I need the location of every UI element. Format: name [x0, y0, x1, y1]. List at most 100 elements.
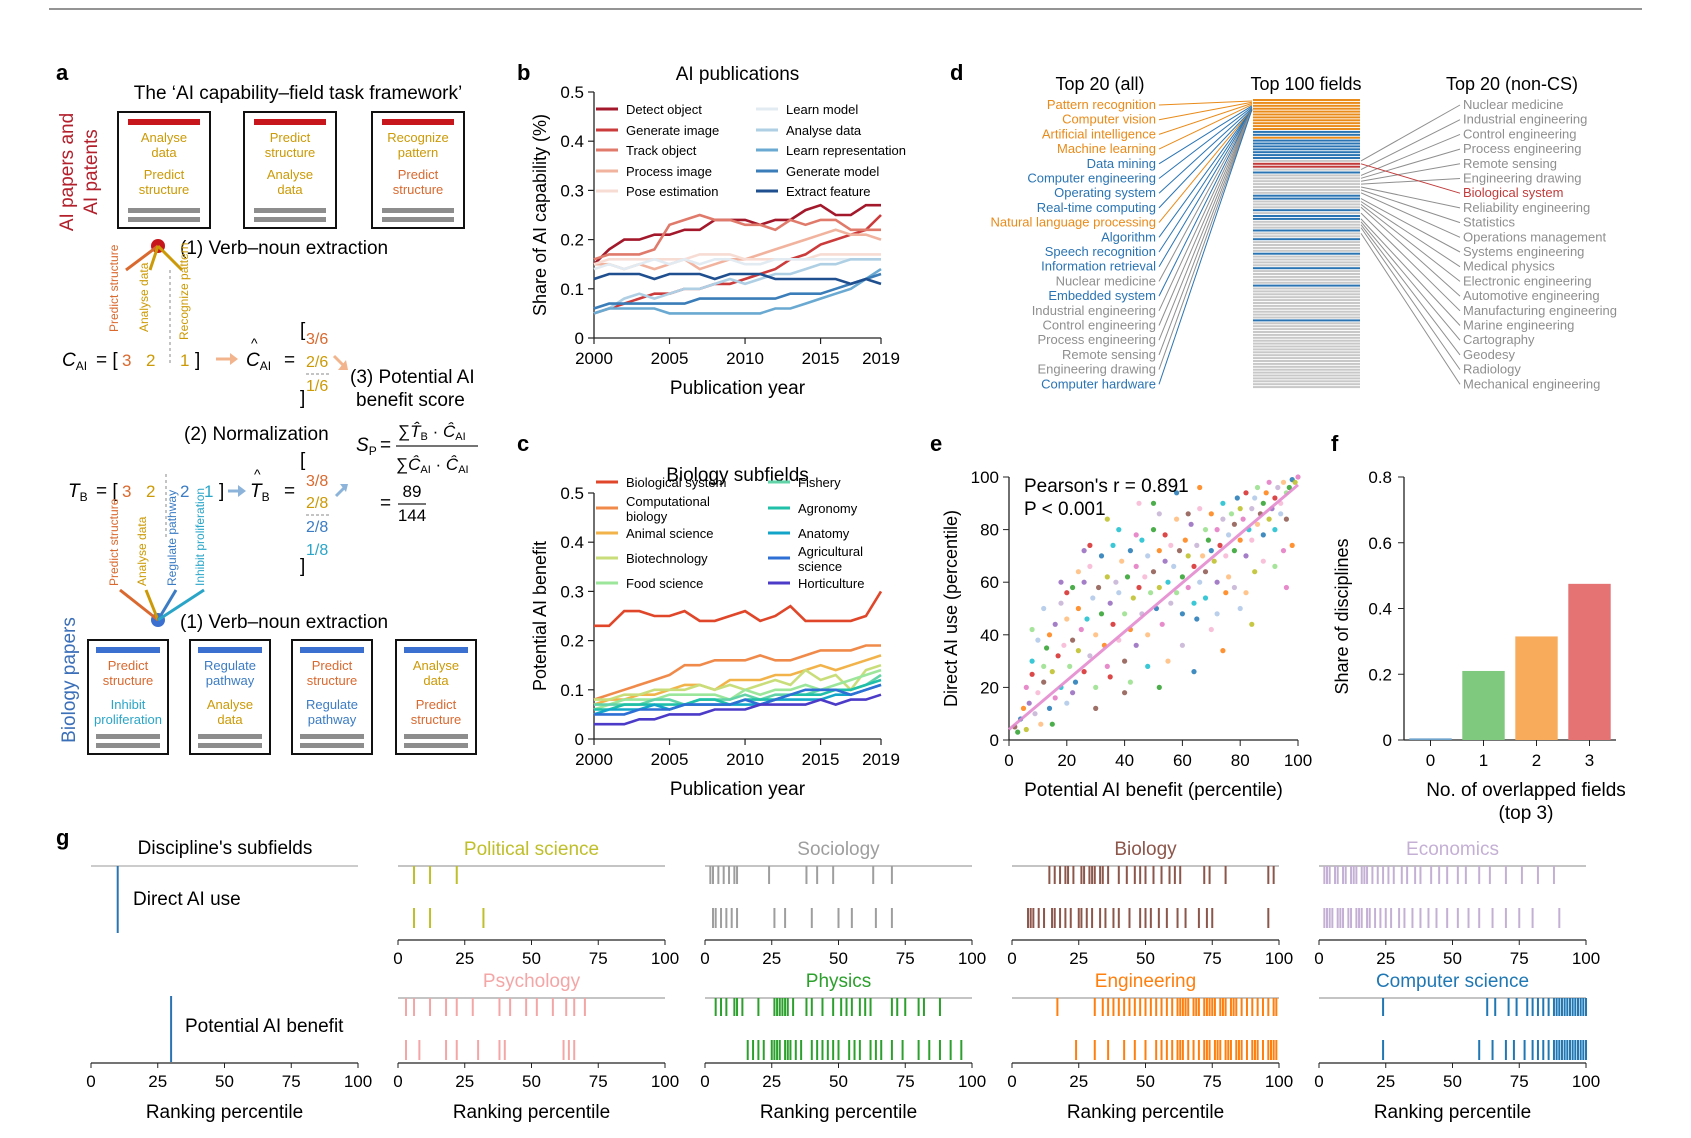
scatter-point [1286, 484, 1292, 491]
top20-all-field: Embedded system [1048, 288, 1156, 303]
x-tick-label: 75 [1203, 1072, 1222, 1091]
series-line [594, 228, 882, 271]
series-line [593, 258, 881, 315]
scatter-point [1252, 495, 1258, 501]
c-ai-hat-1: 3/6 [306, 331, 328, 348]
biology-document-task: Inhibit [111, 697, 146, 712]
x-tick-label: 0 [700, 949, 709, 968]
x-axis-label: Ranking percentile [453, 1102, 610, 1123]
connector-line [1158, 109, 1253, 238]
top-field-bar [1253, 154, 1360, 157]
top20-noncs-field: Mechanical engineering [1463, 376, 1600, 391]
scatter-point [1237, 605, 1243, 612]
connector-line [1360, 148, 1461, 179]
y-tick-label: 0 [990, 731, 999, 750]
top-field-bar [1253, 377, 1360, 380]
top20-noncs-field: Systems engineering [1463, 244, 1584, 259]
top-field-bar [1253, 209, 1360, 212]
ai-side-label-1: AI papers and [57, 113, 78, 231]
x-tick-label: 0 [700, 1072, 709, 1091]
ai-document-task: Recognize [387, 130, 448, 145]
x-tick-label: 100 [1284, 751, 1312, 770]
t-b-hat-4: 1/8 [306, 542, 328, 559]
scatter-point [1064, 590, 1070, 596]
scatter-point [1084, 616, 1090, 622]
x-tick-label: 50 [1136, 1072, 1155, 1091]
top-field-bar [1253, 270, 1360, 273]
x-tick-label: 2000 [575, 750, 613, 769]
x-tick-label: 100 [651, 949, 679, 968]
scatter-point [1070, 690, 1076, 696]
x-tick-label: 100 [958, 949, 986, 968]
bio-verb-predict: Predict structure [107, 498, 121, 586]
top-field-bar [1253, 110, 1360, 113]
top-field-bar [1253, 319, 1360, 322]
scatter-point [1110, 542, 1116, 549]
top-field-bar [1253, 165, 1360, 168]
top-field-bar [1253, 191, 1360, 194]
x-tick-label: 100 [958, 1072, 986, 1091]
scatter-point [1205, 537, 1211, 543]
top-field-bar [1253, 307, 1360, 310]
scatter-point [1148, 590, 1154, 596]
series-line [593, 257, 881, 271]
scatter-point [1159, 621, 1165, 627]
series-line [593, 213, 881, 261]
svg-text:=: = [380, 493, 391, 514]
top20-all-field: Real-time computing [1037, 200, 1156, 215]
scatter-point [1107, 674, 1113, 680]
scatter-point [1185, 584, 1191, 591]
svg-text:[: [ [300, 320, 306, 341]
scatter-point [1200, 553, 1206, 559]
scatter-point [1104, 663, 1110, 670]
scatter-point [1176, 548, 1183, 554]
top-field-bar [1253, 206, 1360, 209]
legend-label: Learn model [786, 102, 858, 117]
scatter-point [1272, 495, 1278, 501]
connector-line [1158, 109, 1253, 341]
top20-all-field: Data mining [1087, 156, 1156, 171]
x-tick-label: 1 [1479, 751, 1488, 770]
svg-text:^: ^ [251, 335, 258, 351]
x-tick-label: 25 [1376, 949, 1395, 968]
top-field-bar [1253, 188, 1360, 191]
connector-line [1158, 109, 1253, 385]
top-field-bar [1253, 331, 1360, 333]
top-field-bar [1253, 316, 1360, 319]
x-tick-label: 50 [829, 1072, 848, 1091]
x-tick-label: 2015 [802, 349, 840, 368]
scatter-point [1234, 495, 1240, 501]
ai-verb-analyse: Analyse data [137, 262, 151, 332]
y-tick-label: 0.6 [1368, 534, 1392, 553]
x-axis-label: Ranking percentile [1374, 1102, 1531, 1123]
top-field-bar [1253, 232, 1360, 235]
top-field-bar [1253, 116, 1360, 119]
row-label-direct: Direct AI use [133, 889, 241, 910]
top-field-bar [1253, 345, 1360, 348]
x-tick-label: 20 [1057, 751, 1076, 770]
scatter-point [1122, 690, 1128, 696]
scatter-point [1208, 626, 1214, 633]
scatter-point [1058, 600, 1064, 606]
x-tick-label: 25 [1376, 1072, 1395, 1091]
x-axis-label: Ranking percentile [1067, 1102, 1224, 1123]
legend-label: Anatomy [798, 526, 850, 541]
top-field-bar [1253, 281, 1360, 284]
svg-text:=: = [380, 435, 391, 456]
top-field-bar [1253, 220, 1360, 223]
x-tick-label: 2000 [575, 349, 613, 368]
series-line [593, 272, 882, 286]
scatter-point [1240, 516, 1246, 522]
legend-label: Process image [626, 164, 712, 179]
scatter-point [1049, 669, 1055, 675]
ai-document-task: structure [139, 182, 190, 197]
top20-all-field: Engineering drawing [1037, 362, 1156, 377]
scatter-point [1211, 558, 1217, 564]
scatter-point [1179, 574, 1185, 580]
scatter-point [1145, 663, 1151, 670]
scatter-point [1093, 684, 1099, 691]
connector-line [1158, 109, 1253, 267]
connector-line [1360, 201, 1461, 268]
